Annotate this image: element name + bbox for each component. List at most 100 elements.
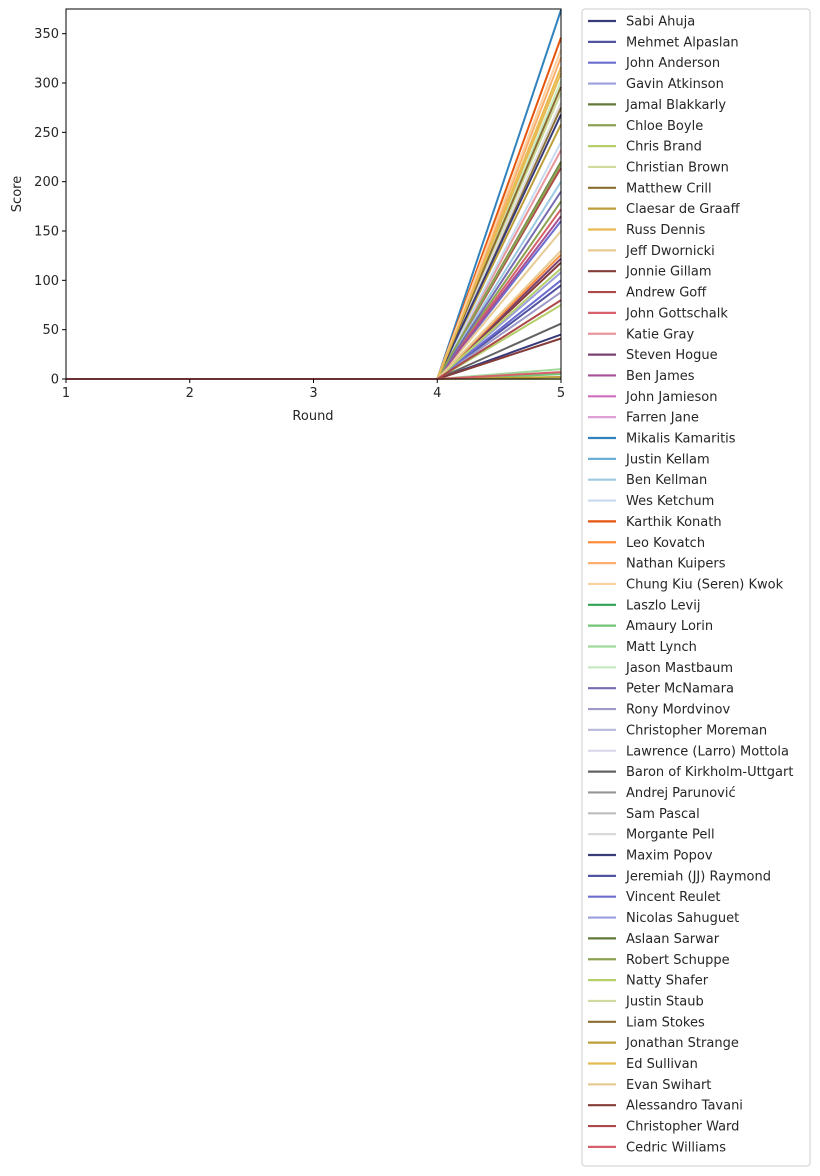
y-axis: 0 50 100 150 200 250 300 350 bbox=[34, 27, 66, 388]
legend-item: Robert Schuppe bbox=[588, 953, 730, 968]
legend-item: Gavin Atkinson bbox=[588, 77, 724, 92]
legend-label: Robert Schuppe bbox=[626, 953, 730, 968]
legend-label: Baron of Kirkholm-Uttgart bbox=[626, 765, 793, 780]
legend-item: Andrew Goff bbox=[588, 286, 707, 301]
x-axis: 1 2 3 4 5 bbox=[62, 379, 565, 401]
legend-label: Alessandro Tavani bbox=[626, 1099, 743, 1114]
x-axis-label: Round bbox=[292, 409, 333, 424]
legend-item: Justin Kellam bbox=[588, 452, 710, 467]
legend-label: Amaury Lorin bbox=[626, 619, 713, 634]
legend-item: Jamal Blakkarly bbox=[588, 98, 726, 113]
legend-label: Chloe Boyle bbox=[626, 119, 703, 134]
legend-label: Matt Lynch bbox=[626, 640, 697, 655]
legend-label: Maxim Popov bbox=[626, 849, 713, 864]
legend-item: Christopher Moreman bbox=[588, 723, 767, 738]
legend-label: Aslaan Sarwar bbox=[626, 932, 720, 947]
legend-item: Ed Sullivan bbox=[588, 1057, 698, 1072]
legend-label: Christopher Moreman bbox=[626, 723, 767, 738]
x-tick-label: 5 bbox=[557, 386, 565, 401]
y-tick-label: 100 bbox=[34, 274, 59, 289]
legend-label: Jamal Blakkarly bbox=[625, 98, 726, 113]
legend-frame bbox=[581, 8, 811, 1167]
legend-label: Jonnie Gillam bbox=[625, 265, 712, 280]
legend-item: Evan Swihart bbox=[588, 1078, 711, 1093]
legend-item: Sabi Ahuja bbox=[588, 15, 695, 30]
legend-label: Leo Kovatch bbox=[626, 536, 705, 551]
legend-label: Christian Brown bbox=[626, 160, 729, 175]
legend-item: Mikalis Kamaritis bbox=[588, 432, 736, 447]
legend-item: Matthew Crill bbox=[588, 181, 712, 196]
legend-label: Gavin Atkinson bbox=[626, 77, 724, 92]
y-tick-label: 200 bbox=[34, 175, 59, 190]
legend-label: John Jamieson bbox=[625, 390, 717, 405]
legend-item: Matt Lynch bbox=[588, 640, 697, 655]
legend-label: Claesar de Graaff bbox=[626, 202, 741, 217]
legend-label: Sam Pascal bbox=[626, 807, 700, 822]
legend-label: Lawrence (Larro) Mottola bbox=[626, 744, 789, 759]
legend-item: Nathan Kuipers bbox=[588, 557, 726, 572]
legend-label: John Anderson bbox=[625, 56, 720, 71]
legend-item: Maxim Popov bbox=[588, 849, 713, 864]
legend-item: Leo Kovatch bbox=[588, 536, 705, 551]
legend-item: John Anderson bbox=[588, 56, 720, 71]
legend-item: Russ Dennis bbox=[588, 223, 705, 238]
legend-item: Rony Mordvinov bbox=[588, 703, 731, 718]
legend-label: Ben James bbox=[626, 369, 695, 384]
x-tick-label: 2 bbox=[186, 386, 194, 401]
legend-label: Matthew Crill bbox=[626, 181, 712, 196]
legend-label: Liam Stokes bbox=[626, 1015, 705, 1030]
legend-item: Morgante Pell bbox=[588, 828, 715, 843]
y-tick-label: 350 bbox=[34, 27, 59, 42]
legend-label: Mehmet Alpaslan bbox=[626, 35, 739, 50]
legend-label: Katie Gray bbox=[626, 327, 694, 342]
legend-item: Justin Staub bbox=[588, 994, 704, 1009]
legend-item: Natty Shafer bbox=[588, 974, 709, 989]
legend-label: Justin Staub bbox=[625, 994, 704, 1009]
legend-label: Rony Mordvinov bbox=[626, 703, 731, 718]
legend-label: Andrej Parunović bbox=[626, 786, 736, 801]
legend-item: Jeremiah (JJ) Raymond bbox=[588, 869, 771, 884]
legend-label: Jeff Dwornicki bbox=[625, 244, 715, 259]
legend-item: Chung Kiu (Seren) Kwok bbox=[588, 577, 784, 592]
plot-lines bbox=[66, 9, 562, 380]
y-tick-label: 0 bbox=[51, 373, 59, 388]
legend-label: Farren Jane bbox=[626, 411, 699, 426]
legend-label: Wes Ketchum bbox=[626, 494, 714, 509]
legend-item: Amaury Lorin bbox=[588, 619, 713, 634]
legend-label: Peter McNamara bbox=[626, 682, 734, 697]
legend-item: Baron of Kirkholm-Uttgart bbox=[588, 765, 793, 780]
legend-label: Natty Shafer bbox=[626, 974, 709, 989]
legend-item: Andrej Parunović bbox=[588, 786, 736, 801]
legend-item: Liam Stokes bbox=[588, 1015, 705, 1030]
legend-item: Vincent Reulet bbox=[588, 890, 720, 905]
legend-label: Christopher Ward bbox=[626, 1120, 739, 1135]
legend-label: Morgante Pell bbox=[626, 828, 715, 843]
legend-item: Nicolas Sahuguet bbox=[588, 911, 739, 926]
legend-item: Karthik Konath bbox=[588, 515, 722, 530]
legend-item: John Gottschalk bbox=[588, 306, 728, 321]
legend-label: Mikalis Kamaritis bbox=[626, 432, 736, 447]
x-tick-label: 4 bbox=[433, 386, 441, 401]
legend-item: Jonnie Gillam bbox=[588, 265, 712, 280]
legend-label: Vincent Reulet bbox=[626, 890, 720, 905]
legend-item: Peter McNamara bbox=[588, 682, 734, 697]
legend-item: Cedric Williams bbox=[588, 1140, 726, 1155]
legend-label: Russ Dennis bbox=[626, 223, 705, 238]
y-axis-label: Score bbox=[10, 176, 25, 212]
legend-item: Jonathan Strange bbox=[588, 1036, 739, 1051]
legend-label: Jeremiah (JJ) Raymond bbox=[625, 869, 771, 884]
legend-label: Evan Swihart bbox=[626, 1078, 711, 1093]
legend-item: Chloe Boyle bbox=[588, 119, 703, 134]
legend-item: Alessandro Tavani bbox=[588, 1099, 743, 1114]
legend-label: Cedric Williams bbox=[626, 1140, 726, 1155]
legend-item: Farren Jane bbox=[588, 411, 699, 426]
legend-item: Christian Brown bbox=[588, 160, 729, 175]
legend-label: Nathan Kuipers bbox=[626, 557, 726, 572]
legend-label: Karthik Konath bbox=[626, 515, 722, 530]
series-line bbox=[66, 9, 562, 380]
legend-item: Ben James bbox=[588, 369, 695, 384]
legend-item: Jason Mastbaum bbox=[588, 661, 733, 676]
legend-label: Nicolas Sahuguet bbox=[626, 911, 739, 926]
legend-label: Chris Brand bbox=[626, 140, 702, 155]
